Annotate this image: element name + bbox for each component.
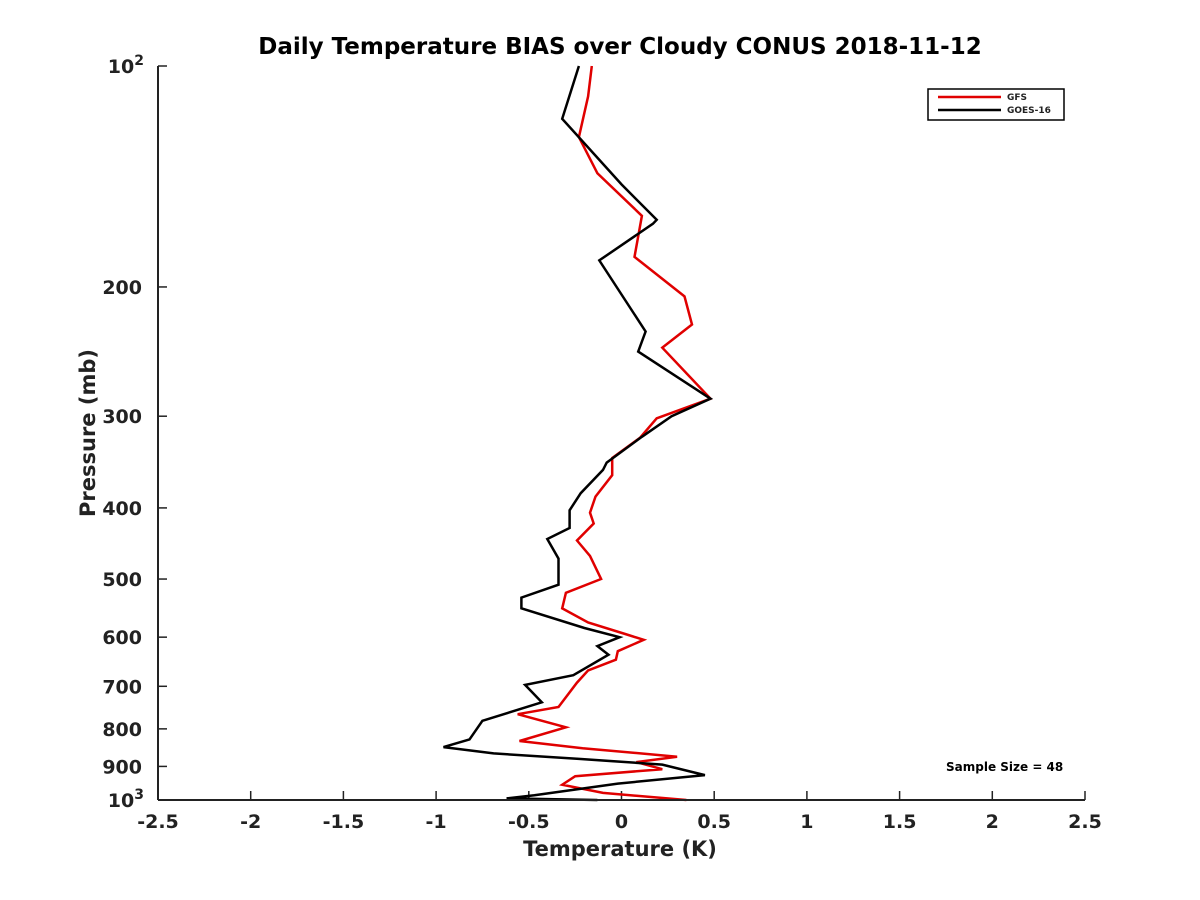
x-tick-label: 0.5 [697, 811, 731, 833]
x-tick-label: -0.5 [508, 811, 550, 833]
y-tick-label: 900 [102, 756, 142, 778]
y-tick-label: 300 [102, 406, 142, 428]
legend-label-gfs: GFS [1007, 93, 1027, 103]
x-tick-label: -2 [240, 811, 261, 833]
legend: GFS GOES-16 [927, 88, 1065, 121]
x-tick-label: -1.5 [323, 811, 365, 833]
x-tick-label: 1 [800, 811, 813, 833]
y-tick-label: 700 [102, 676, 142, 698]
x-tick-label: -1 [426, 811, 447, 833]
series-line-gfs [517, 65, 713, 802]
x-tick-label: -2.5 [137, 811, 179, 833]
series-line-goes16 [443, 65, 714, 802]
y-tick-label: 200 [102, 277, 142, 299]
sample-size-annotation: Sample Size = 48 [946, 760, 1063, 774]
y-axis-label: Pressure (mb) [76, 349, 100, 517]
plot-area [443, 65, 714, 802]
x-tick-label: 2 [986, 811, 999, 833]
x-tick-label: 0 [615, 811, 628, 833]
x-axis: -2.5 -2 -1.5 -1 -0.5 0 0.5 1 1.5 2 2.5 [137, 791, 1102, 833]
y-axis: 102 200 300 400 500 600 700 800 900 103 [102, 53, 167, 812]
x-axis-label: Temperature (K) [523, 837, 717, 861]
y-tick-label: 600 [102, 627, 142, 649]
x-tick-label: 2.5 [1068, 811, 1102, 833]
x-tick-label: 1.5 [883, 811, 917, 833]
y-tick-label: 400 [102, 498, 142, 520]
legend-label-goes16: GOES-16 [1007, 106, 1051, 116]
chart-title: Daily Temperature BIAS over Cloudy CONUS… [258, 34, 981, 60]
y-tick-label: 102 [108, 53, 144, 78]
legend-box [927, 88, 1065, 121]
y-tick-label: 103 [108, 787, 144, 812]
y-tick-label: 800 [102, 719, 142, 741]
y-tick-label: 500 [102, 569, 142, 591]
